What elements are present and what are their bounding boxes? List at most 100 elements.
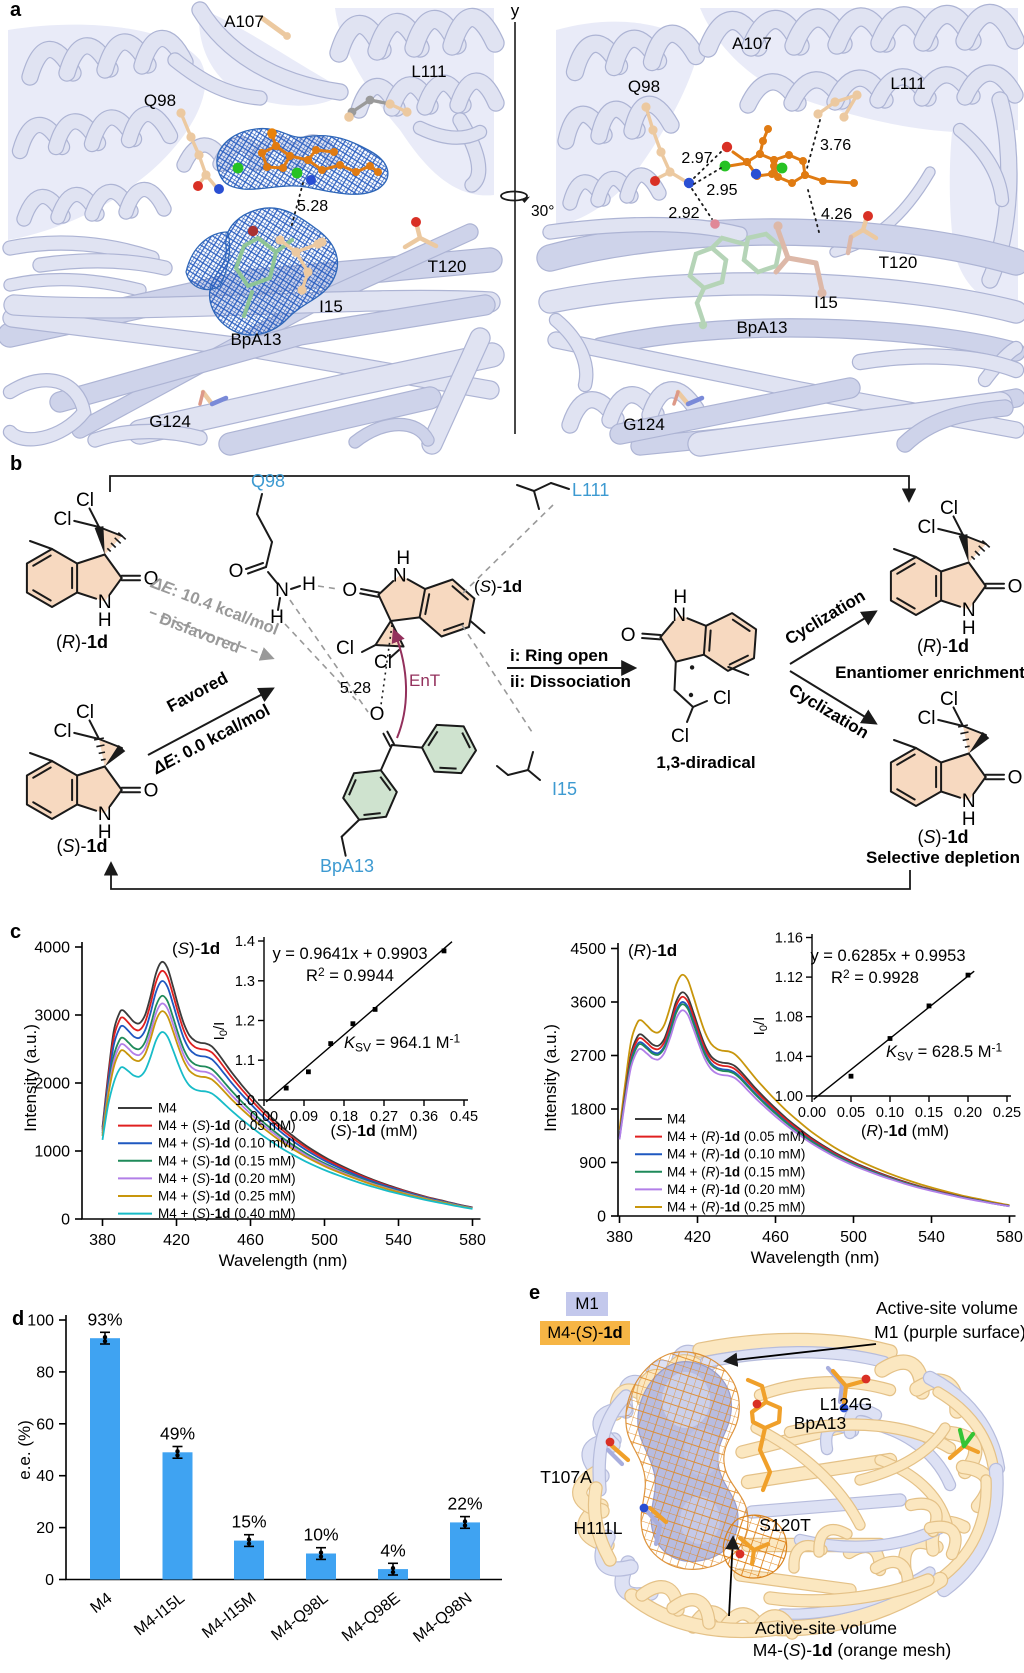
svg-text:H: H: [962, 809, 976, 830]
svg-text:N: N: [672, 605, 686, 626]
svg-text:Wavelength (nm): Wavelength (nm): [219, 1251, 348, 1270]
svg-text:I0/I: I0/I: [751, 1017, 770, 1036]
svg-text:N: N: [98, 592, 112, 613]
svg-text:(R)-1d: (R)-1d: [628, 941, 677, 960]
svg-text:N: N: [98, 804, 112, 825]
svg-text:M4: M4: [667, 1112, 686, 1127]
svg-text:0.15: 0.15: [915, 1105, 943, 1121]
svg-text:1000: 1000: [34, 1144, 70, 1161]
svg-text:0.20: 0.20: [954, 1105, 982, 1121]
svg-text:Intensity (a.u.): Intensity (a.u.): [21, 1024, 40, 1132]
svg-text:380: 380: [606, 1229, 633, 1246]
svg-text:I15: I15: [814, 293, 838, 312]
svg-text:Cl: Cl: [54, 509, 72, 530]
svg-text:M4-I15L: M4-I15L: [131, 1590, 188, 1640]
svg-text:e.e. (%): e.e. (%): [15, 1420, 34, 1480]
svg-text:O: O: [342, 580, 357, 601]
svg-text:b: b: [10, 453, 22, 475]
svg-text:1.12: 1.12: [775, 970, 803, 986]
svg-text:H: H: [270, 607, 284, 628]
svg-text:M4-Q98N: M4-Q98N: [410, 1590, 475, 1646]
svg-text:ii: Dissociation: ii: Dissociation: [510, 672, 631, 691]
svg-text:1,3-diradical: 1,3-diradical: [656, 753, 755, 772]
svg-text:100: 100: [27, 1313, 54, 1330]
svg-text:(R)-1d (mM): (R)-1d (mM): [861, 1123, 949, 1140]
svg-text:60: 60: [36, 1416, 54, 1433]
svg-text:1800: 1800: [570, 1102, 606, 1119]
svg-text:2700: 2700: [570, 1048, 606, 1065]
svg-text:O: O: [144, 781, 159, 802]
svg-text:Active-site volume: Active-site volume: [876, 1298, 1018, 1318]
svg-text:500: 500: [840, 1229, 867, 1246]
svg-text:0.05: 0.05: [837, 1105, 865, 1121]
svg-text:580: 580: [459, 1232, 486, 1249]
svg-text:BpA13: BpA13: [736, 318, 787, 337]
svg-text:N: N: [962, 791, 976, 812]
svg-text:Selective depletion: Selective depletion: [866, 848, 1020, 867]
svg-text:(S)-1d: (S)-1d: [172, 939, 220, 958]
svg-text:(S)-1d (mM): (S)-1d (mM): [330, 1123, 417, 1140]
svg-text:I0/I: I0/I: [211, 1022, 230, 1041]
svg-text:0: 0: [597, 1209, 606, 1226]
svg-text:1.00: 1.00: [775, 1089, 803, 1105]
svg-text:O: O: [370, 704, 385, 725]
svg-text:10%: 10%: [303, 1525, 338, 1545]
svg-text:0.00: 0.00: [250, 1109, 278, 1125]
svg-text:y = 0.6285x + 0.9953: y = 0.6285x + 0.9953: [810, 947, 965, 965]
svg-text:O: O: [144, 569, 159, 590]
svg-text:M4-Q98E: M4-Q98E: [339, 1590, 403, 1646]
svg-text:y = 0.9641x + 0.9903: y = 0.9641x + 0.9903: [272, 945, 427, 963]
svg-text:Favored: Favored: [164, 668, 231, 716]
svg-text:H: H: [673, 587, 687, 608]
svg-text:540: 540: [918, 1229, 945, 1246]
svg-text:R2 = 0.9928: R2 = 0.9928: [831, 967, 919, 987]
svg-text:O: O: [1008, 768, 1023, 789]
svg-text:Cl: Cl: [918, 517, 936, 538]
svg-text:Cl: Cl: [940, 689, 958, 710]
svg-text:O: O: [229, 561, 244, 582]
svg-text:460: 460: [237, 1232, 264, 1249]
svg-text:R2 = 0.9944: R2 = 0.9944: [306, 965, 394, 985]
svg-text:20: 20: [36, 1520, 54, 1537]
svg-text:M4: M4: [158, 1101, 177, 1116]
svg-text:M4 + (S)-1d (0.40 mM): M4 + (S)-1d (0.40 mM): [158, 1206, 296, 1221]
svg-text:580: 580: [996, 1229, 1023, 1246]
svg-text:BpA13: BpA13: [320, 856, 374, 876]
svg-text:4.26: 4.26: [821, 206, 852, 223]
svg-text:N: N: [962, 600, 976, 621]
svg-text:L111: L111: [411, 62, 446, 81]
svg-text:4500: 4500: [570, 941, 606, 958]
svg-text:0.09: 0.09: [290, 1109, 318, 1125]
svg-text:G124: G124: [149, 412, 191, 431]
svg-text:1.04: 1.04: [775, 1049, 803, 1065]
svg-text:5.28: 5.28: [297, 198, 328, 215]
svg-text:I15: I15: [552, 779, 577, 799]
svg-text:M4 + (R)-1d (0.20 mM): M4 + (R)-1d (0.20 mM): [667, 1182, 805, 1197]
svg-text:e: e: [529, 1282, 540, 1304]
svg-text:5.28: 5.28: [340, 680, 371, 697]
svg-text:Q98: Q98: [144, 91, 176, 110]
svg-text:0: 0: [45, 1572, 54, 1589]
svg-text:EnT: EnT: [409, 671, 440, 690]
svg-text:22%: 22%: [447, 1494, 482, 1514]
svg-text:420: 420: [684, 1229, 711, 1246]
svg-text:4%: 4%: [380, 1540, 405, 1560]
svg-text:L124G: L124G: [820, 1394, 873, 1414]
svg-text:G124: G124: [623, 415, 665, 434]
svg-text:H: H: [396, 548, 410, 569]
svg-text:1.3: 1.3: [235, 974, 255, 990]
svg-text:M4 + (S)-1d (0.25 mM): M4 + (S)-1d (0.25 mM): [158, 1189, 296, 1204]
svg-text:KSV = 964.1 M-1: KSV = 964.1 M-1: [344, 1032, 460, 1055]
svg-text:Intensity (a.u.): Intensity (a.u.): [541, 1024, 560, 1132]
svg-text:M1 (purple surface): M1 (purple surface): [874, 1322, 1024, 1342]
svg-text:(R)-1d: (R)-1d: [56, 632, 108, 652]
svg-text:A107: A107: [732, 34, 772, 53]
svg-text:0.10: 0.10: [876, 1105, 904, 1121]
svg-text:c: c: [10, 921, 21, 943]
svg-text:M4 + (R)-1d (0.10 mM): M4 + (R)-1d (0.10 mM): [667, 1147, 805, 1162]
svg-text:(S)-1d: (S)-1d: [56, 836, 107, 856]
svg-text:H: H: [98, 822, 112, 843]
svg-text:3600: 3600: [570, 995, 606, 1012]
svg-text:1.4: 1.4: [235, 934, 255, 950]
svg-text:1.1: 1.1: [235, 1053, 255, 1069]
